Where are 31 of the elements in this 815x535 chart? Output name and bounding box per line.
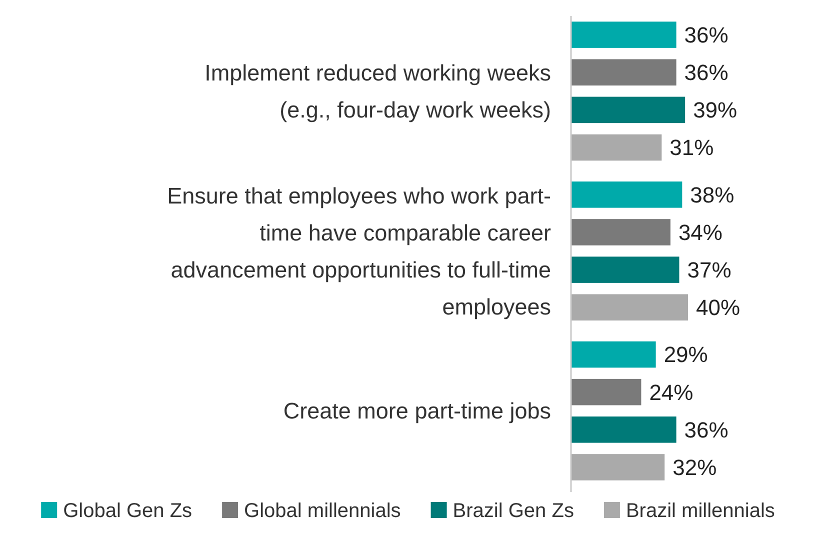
legend-label: Brazil Gen Zs [452, 500, 574, 522]
bar [571, 22, 676, 48]
legend-label: Global Gen Zs [63, 500, 192, 522]
bar [571, 219, 670, 246]
bar [571, 182, 682, 208]
data-label: 31% [670, 135, 714, 160]
bar [571, 96, 686, 124]
bar [571, 454, 665, 480]
data-label: 29% [664, 342, 708, 368]
data-label: 34% [678, 220, 722, 245]
data-label: 24% [649, 380, 694, 405]
bar [571, 256, 680, 283]
data-label: 36% [684, 60, 728, 86]
y-tick-label: Implement reduced working weeks (e.g., four-day work weeks) [204, 60, 551, 123]
bar [571, 294, 688, 320]
data-label: 40% [696, 295, 740, 320]
data-label: 36% [684, 22, 728, 48]
data-label: 37% [687, 257, 732, 282]
y-tick-label: Ensure that employees who work part-time have comparable career advancement opportunities to full-time employees [167, 183, 552, 320]
data-label: 38% [690, 182, 734, 208]
legend-label: Brazil millennials [626, 500, 775, 522]
legend-label: Global millennials [244, 500, 401, 522]
data-label: 32% [672, 454, 717, 480]
bar [571, 378, 642, 406]
bar [571, 134, 662, 161]
bar [571, 59, 676, 86]
bar [571, 341, 656, 368]
data-label: 39% [693, 98, 738, 123]
y-tick-label: Create more part-time jobs [283, 398, 551, 424]
bar [571, 416, 676, 443]
data-label: 36% [684, 417, 728, 442]
